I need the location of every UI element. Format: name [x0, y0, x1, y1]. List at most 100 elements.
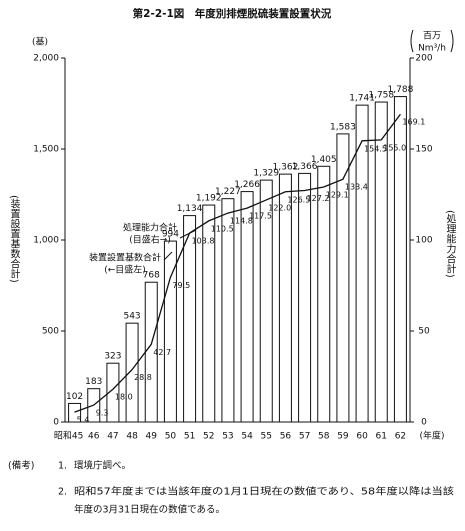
line-label: 129.1 — [326, 191, 349, 200]
bar-label: 183 — [85, 377, 102, 387]
bar — [125, 322, 139, 423]
line-label: 9.3 — [96, 409, 109, 418]
note-number: 1. — [58, 461, 67, 472]
bar — [202, 204, 216, 423]
bar — [240, 191, 254, 423]
bar-label: 1,362 — [273, 163, 299, 173]
bar — [298, 172, 312, 423]
line-label: 127.2 — [307, 194, 330, 203]
line-label: 42.7 — [153, 348, 171, 357]
bar-label: 1,266 — [234, 180, 260, 190]
bar — [374, 101, 388, 423]
bar-label: 1,329 — [253, 169, 279, 179]
x-tick-label: 52 — [203, 432, 214, 442]
line-label: 28.8 — [134, 373, 152, 382]
annotation: 装置設置基数合計 — [89, 252, 161, 264]
line-label: 126.5 — [287, 195, 310, 204]
y-axis-label: (装置設置基数合計) — [8, 195, 20, 283]
bar-label: 543 — [123, 312, 140, 322]
bar — [393, 96, 407, 423]
x-tick-label: 50 — [165, 432, 177, 442]
bar — [317, 165, 331, 423]
y2-unit: 百万 — [423, 31, 441, 42]
line — [74, 113, 401, 413]
bar — [68, 402, 82, 423]
line-label: 5.4 — [77, 416, 90, 425]
leader — [163, 251, 173, 261]
y-tick-label: 500 — [42, 327, 59, 337]
bracket — [410, 29, 454, 53]
line-label: 110.5 — [211, 224, 234, 233]
line-label: 18.0 — [115, 393, 133, 402]
x-tick-label: 53 — [222, 432, 233, 442]
x-tick-label: 昭和45 — [54, 431, 83, 442]
x-tick-label: 62 — [395, 432, 406, 442]
annotation: (目盛右→) — [129, 234, 171, 246]
bar-label: 1,134 — [177, 204, 203, 214]
y-tick-label: 1,500 — [33, 145, 59, 155]
line-label: 154.5 — [364, 144, 387, 153]
bar-label: 1,741 — [349, 94, 375, 104]
y2-tick-label: 100 — [415, 236, 432, 246]
x-tick-label: 54 — [241, 432, 253, 442]
line-label: 122.0 — [268, 203, 291, 212]
annotation: (←目盛左) — [104, 264, 146, 276]
bar-label: 1,583 — [330, 122, 356, 132]
x-tick-label: 57 — [299, 432, 310, 442]
y-tick-label: 2,000 — [33, 54, 59, 64]
x-tick-label: 61 — [376, 432, 387, 442]
x-tick-label: 60 — [356, 432, 368, 442]
note-text: 昭和57年度までは当該年度の1月1日現在の数値であり、58年度以降は当該 — [74, 486, 455, 498]
bar — [278, 173, 292, 423]
bar — [259, 179, 273, 423]
bar-label: 994 — [162, 230, 179, 240]
x-tick-label: 59 — [337, 432, 349, 442]
y-tick-label: 1,000 — [33, 236, 59, 246]
line-label: 169.1 — [402, 118, 425, 127]
y-unit: (基) — [32, 36, 48, 48]
x-tick-label: 51 — [184, 432, 195, 442]
bar — [355, 104, 369, 423]
bar-label: 1,227 — [215, 187, 241, 197]
y2-tick-label: 50 — [418, 327, 430, 337]
bar — [336, 133, 350, 423]
annotation: 処理能力合計 — [123, 222, 177, 234]
line-label: 114.8 — [230, 217, 253, 226]
y2-axis-label: (処理能力合計) — [444, 210, 456, 278]
bar — [221, 198, 235, 423]
x-tick-label: 46 — [88, 432, 100, 442]
x-tick-label: 48 — [126, 432, 138, 442]
y2-tick-label: 200 — [415, 54, 432, 64]
bar-label: 1,788 — [388, 85, 414, 95]
bar — [106, 362, 120, 423]
y2-tick-label: 150 — [415, 145, 432, 155]
x-tick-label: 49 — [146, 432, 158, 442]
line-label: 155.0 — [383, 143, 406, 152]
y-tick-label: 0 — [53, 418, 59, 428]
bar-label: 1,758 — [368, 91, 394, 101]
bar — [183, 215, 197, 423]
line-label: 133.4 — [345, 183, 368, 192]
bar-label: 768 — [143, 271, 160, 281]
line-label: 103.8 — [192, 237, 215, 246]
x-tick-label: 55 — [261, 432, 272, 442]
bar-label: 323 — [104, 352, 121, 362]
line-label: 79.5 — [172, 281, 190, 290]
note-head: (備考) — [8, 460, 34, 472]
x-tick-label: 56 — [280, 432, 292, 442]
note-text: 環境庁調べ。 — [74, 460, 131, 472]
line-label: 117.5 — [249, 212, 272, 221]
bar-label: 102 — [66, 392, 83, 402]
x-tick-label: 58 — [318, 432, 330, 442]
note-number: 2. — [58, 487, 67, 498]
note-text: 年度の3月31日現在の数値である。 — [74, 504, 225, 516]
y2-tick-label: 0 — [421, 418, 427, 428]
leader — [179, 229, 197, 239]
x-tick-label: 47 — [107, 432, 118, 442]
x-axis-label: (年度) — [419, 430, 444, 442]
bar-label: 1,405 — [311, 155, 337, 165]
bar-label: 1,192 — [196, 194, 222, 204]
bar-label: 1,366 — [292, 162, 318, 172]
